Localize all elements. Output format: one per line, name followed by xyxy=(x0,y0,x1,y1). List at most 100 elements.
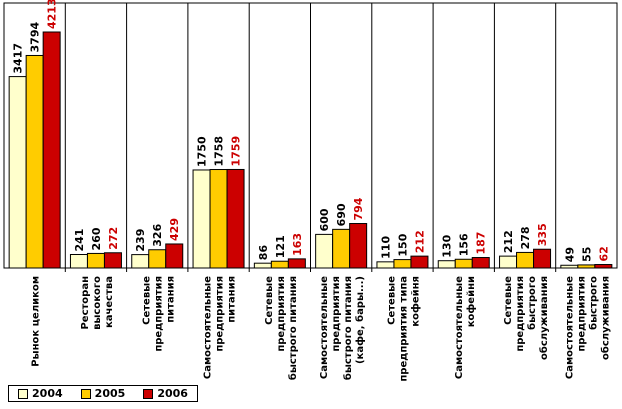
data-label-2006-5: 794 xyxy=(352,197,365,220)
data-label-2005-7: 156 xyxy=(458,233,471,256)
legend-item-2004: 2004 xyxy=(18,387,63,400)
category-label-3: Самостоятельные предприятия питания xyxy=(203,276,238,379)
bar-2004-4 xyxy=(253,262,272,269)
category-label-line: кофейня xyxy=(409,276,421,327)
legend-swatch xyxy=(18,388,29,399)
bar-2006-5 xyxy=(349,223,368,269)
data-label-2006-7: 187 xyxy=(475,232,488,255)
legend-swatch xyxy=(80,388,91,399)
bar-2006-3 xyxy=(226,168,245,269)
category-label-line: (кафе, бары...) xyxy=(354,276,366,364)
bar-2004-5 xyxy=(315,233,334,269)
category-label-4: Сетевые предприятия быстрого питания xyxy=(264,276,299,380)
data-label-2005-9: 55 xyxy=(580,247,593,262)
legend-label: 2006 xyxy=(157,387,188,400)
category-label-line: питания xyxy=(165,276,176,323)
category-label-line: Сетевые xyxy=(386,276,397,325)
category-label-line: предприятия xyxy=(515,276,526,352)
data-label-2004-9: 49 xyxy=(563,247,576,262)
legend-swatch xyxy=(143,388,154,399)
legend-label: 2005 xyxy=(94,387,126,400)
category-label-8: Сетевые предприятия быстрого обслуживания xyxy=(503,276,550,360)
bar-2006-0 xyxy=(42,31,61,269)
data-label-2006-0: 4213 xyxy=(46,0,59,29)
category-label-5: Самостоятельные предприятия быстрого питан… xyxy=(319,276,366,380)
bar-2004-6 xyxy=(376,261,395,269)
category-label-line: предприятия xyxy=(331,276,342,352)
bar-2006-2 xyxy=(165,243,184,269)
bar-2005-5 xyxy=(332,228,351,269)
bar-2004-9 xyxy=(560,264,579,269)
data-label-2004-3: 1750 xyxy=(196,136,209,167)
bar-2005-8 xyxy=(516,251,535,269)
data-label-2004-4: 86 xyxy=(257,245,270,261)
legend-item-2006: 2006 xyxy=(143,387,188,400)
data-label-2006-4: 163 xyxy=(291,233,304,256)
data-label-2005-2: 326 xyxy=(151,223,164,246)
category-label-line: быстрого xyxy=(526,276,538,330)
category-label-7: Самостоятельные кофейни xyxy=(454,276,477,379)
data-label-2005-0: 3794 xyxy=(29,22,42,53)
data-label-2006-9: 62 xyxy=(597,246,610,261)
data-label-2005-6: 150 xyxy=(396,233,409,256)
category-label-line: быстрого питания xyxy=(287,276,299,380)
bar-2006-1 xyxy=(103,252,122,269)
category-label-line: Самостоятельные xyxy=(203,276,214,379)
legend: 2004 2005 2006 xyxy=(8,385,198,402)
category-label-line: предприятия xyxy=(276,276,287,352)
bar-2004-7 xyxy=(437,260,456,269)
category-label-line: питания xyxy=(227,276,238,323)
category-label-line: Самостоятельные xyxy=(319,276,330,379)
category-label-line: быстрого питания xyxy=(342,276,354,380)
legend-label: 2004 xyxy=(32,387,63,400)
data-label-2006-8: 335 xyxy=(536,223,549,246)
category-label-1: Ресторан высокого качества xyxy=(80,276,115,330)
category-label-line: кофейни xyxy=(465,276,477,327)
data-label-2005-1: 260 xyxy=(90,227,103,250)
bar-2005-2 xyxy=(148,249,167,269)
data-label-2005-5: 690 xyxy=(335,203,348,226)
bar-2006-7 xyxy=(471,257,490,269)
category-label-line: Самостоятельные xyxy=(454,276,465,379)
data-label-2005-4: 121 xyxy=(274,235,287,258)
bar-2004-8 xyxy=(499,255,518,269)
category-label-2: Сетевые предприятия питания xyxy=(141,276,176,352)
bar-2005-3 xyxy=(209,169,228,269)
bar-2005-0 xyxy=(25,54,44,269)
bar-2005-1 xyxy=(86,252,105,269)
bar-2006-6 xyxy=(410,255,429,269)
legend-item-2005: 2005 xyxy=(80,387,126,400)
category-label-0: Рынок целиком xyxy=(31,276,42,367)
bar-2004-1 xyxy=(69,253,88,269)
category-label-line: обслуживания xyxy=(538,276,550,360)
bar-2005-6 xyxy=(393,259,412,269)
data-label-2004-6: 110 xyxy=(379,236,392,259)
data-label-2005-8: 278 xyxy=(519,226,532,249)
data-label-2004-1: 241 xyxy=(73,229,86,252)
bar-2006-8 xyxy=(533,248,552,269)
data-label-2005-3: 1758 xyxy=(213,136,226,167)
category-label-line: Сетевые xyxy=(141,276,152,325)
category-label-line: Сетевые xyxy=(264,276,275,325)
category-label-line: быстрого xyxy=(587,276,599,330)
category-label-line: Ресторан xyxy=(80,276,91,330)
category-label-line: высокого xyxy=(92,276,103,330)
category-label-line: Сетевые xyxy=(503,276,514,325)
category-label-line: обслуживания xyxy=(599,276,611,360)
data-label-2006-2: 429 xyxy=(168,218,181,241)
category-label-line: качества xyxy=(104,276,115,328)
bar-2005-7 xyxy=(454,258,473,269)
category-label-line: предприятия типа xyxy=(398,276,409,382)
category-label-line: предприятия xyxy=(153,276,164,352)
category-label-line: предприятия xyxy=(215,276,226,352)
data-label-2004-8: 212 xyxy=(502,230,515,253)
category-label-line: Самостоятельные xyxy=(564,276,575,379)
category-label-line: Рынок целиком xyxy=(31,276,42,367)
data-label-2004-0: 3417 xyxy=(12,43,25,74)
bar-2004-2 xyxy=(131,254,150,269)
data-label-2004-2: 239 xyxy=(134,229,147,252)
bar-2004-3 xyxy=(192,169,211,269)
data-label-2006-6: 212 xyxy=(413,230,426,253)
